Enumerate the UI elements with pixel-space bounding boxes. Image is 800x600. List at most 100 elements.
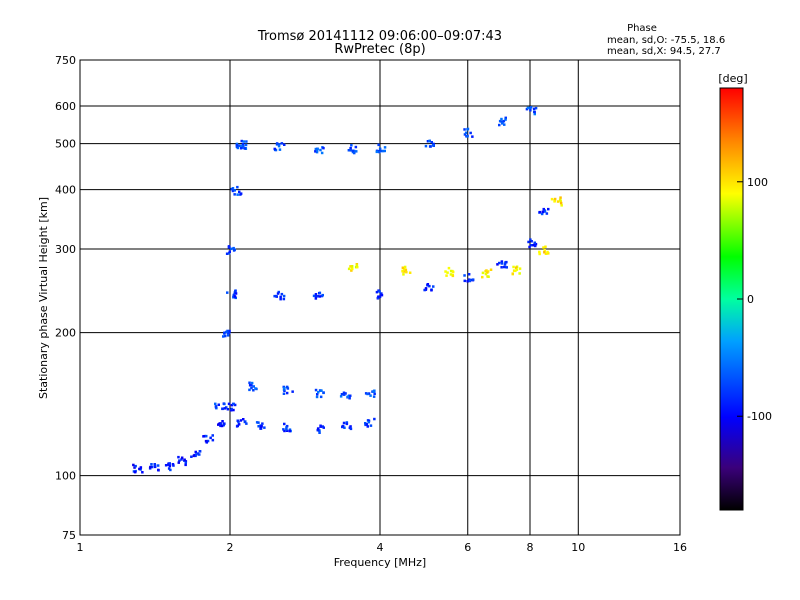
echo-point	[223, 407, 227, 410]
echo-point	[236, 193, 239, 196]
echo-point	[282, 297, 286, 301]
echo-point	[353, 151, 356, 155]
echo-point	[451, 270, 455, 274]
echo-point	[355, 264, 359, 267]
echo-point	[466, 127, 470, 131]
echo-point	[220, 424, 224, 428]
echo-point	[528, 245, 531, 249]
echo-point	[177, 461, 180, 464]
echo-point	[534, 106, 538, 110]
echo-point	[223, 331, 226, 334]
echo-point	[553, 200, 556, 203]
echo-point	[501, 122, 504, 125]
y-tick-label: 600	[55, 100, 76, 113]
echo-point	[273, 294, 276, 298]
echo-point	[518, 267, 522, 270]
echo-point	[529, 106, 533, 109]
echo-point	[206, 439, 210, 443]
echo-point	[424, 144, 428, 148]
echo-point	[285, 426, 288, 429]
echo-point	[467, 273, 471, 276]
echo-point	[542, 207, 545, 211]
echo-point	[511, 272, 514, 275]
echo-point	[401, 269, 404, 273]
echo-point	[314, 293, 318, 296]
echo-point	[322, 391, 325, 394]
echo-point	[244, 143, 248, 147]
echo-point	[380, 293, 384, 297]
echo-point	[314, 295, 318, 298]
echo-point	[351, 149, 355, 152]
echo-point	[230, 409, 233, 412]
echo-point	[316, 428, 319, 432]
phase-heading: Phase	[627, 23, 657, 34]
echo-point	[547, 252, 550, 255]
echo-point	[259, 425, 263, 428]
echo-point	[463, 279, 466, 283]
echo-point	[314, 147, 318, 151]
echo-point	[319, 395, 323, 399]
echo-point	[320, 389, 323, 392]
echo-point	[138, 467, 141, 471]
echo-point	[321, 293, 324, 297]
echo-point	[205, 441, 208, 444]
echo-point	[383, 146, 387, 149]
echo-point	[426, 283, 430, 286]
echo-point	[558, 198, 562, 202]
echo-point	[367, 419, 371, 422]
y-tick-label: 750	[55, 54, 76, 67]
echo-point	[364, 423, 367, 427]
echo-point	[444, 270, 447, 273]
echo-point	[230, 247, 233, 251]
echo-point	[428, 145, 432, 148]
echo-point	[481, 271, 485, 275]
echo-point	[533, 241, 536, 244]
echo-point	[223, 402, 226, 406]
echo-point	[364, 422, 367, 425]
echo-point	[341, 424, 345, 428]
echo-point	[198, 453, 201, 456]
grid-lines	[80, 60, 680, 535]
echo-point	[315, 395, 319, 399]
echo-point	[177, 455, 180, 459]
echo-point	[380, 292, 383, 295]
echo-point	[248, 381, 251, 384]
echo-point	[349, 425, 352, 428]
echo-point	[248, 384, 252, 387]
echo-point	[214, 402, 217, 406]
echo-point	[141, 471, 144, 474]
echo-point	[378, 295, 382, 299]
echo-point	[543, 251, 546, 254]
echo-point	[274, 294, 278, 298]
echo-point	[222, 423, 225, 427]
echo-point	[343, 393, 346, 396]
echo-point	[347, 267, 351, 271]
echo-point	[139, 468, 142, 471]
echo-point	[219, 424, 222, 428]
echo-point	[543, 209, 546, 212]
echo-point	[164, 464, 168, 467]
echo-point	[133, 466, 136, 469]
echo-point	[514, 269, 517, 273]
echo-point	[242, 418, 245, 421]
echo-point	[235, 143, 239, 147]
echo-point	[318, 431, 321, 434]
echo-point	[317, 391, 320, 394]
echo-point	[315, 149, 319, 152]
echo-point	[227, 245, 231, 248]
echo-point	[403, 265, 407, 269]
echo-point	[451, 274, 455, 278]
echo-point	[500, 117, 503, 121]
echo-point	[236, 185, 239, 189]
echo-point	[322, 146, 325, 150]
echo-point	[533, 112, 536, 116]
echo-point	[211, 434, 214, 437]
echo-point	[471, 135, 474, 138]
echo-point	[183, 458, 186, 461]
echo-point	[314, 150, 317, 153]
echo-point	[348, 397, 351, 400]
echo-point	[228, 329, 231, 333]
echo-point	[232, 246, 235, 250]
echo-point	[350, 269, 353, 272]
echo-point	[364, 392, 368, 395]
